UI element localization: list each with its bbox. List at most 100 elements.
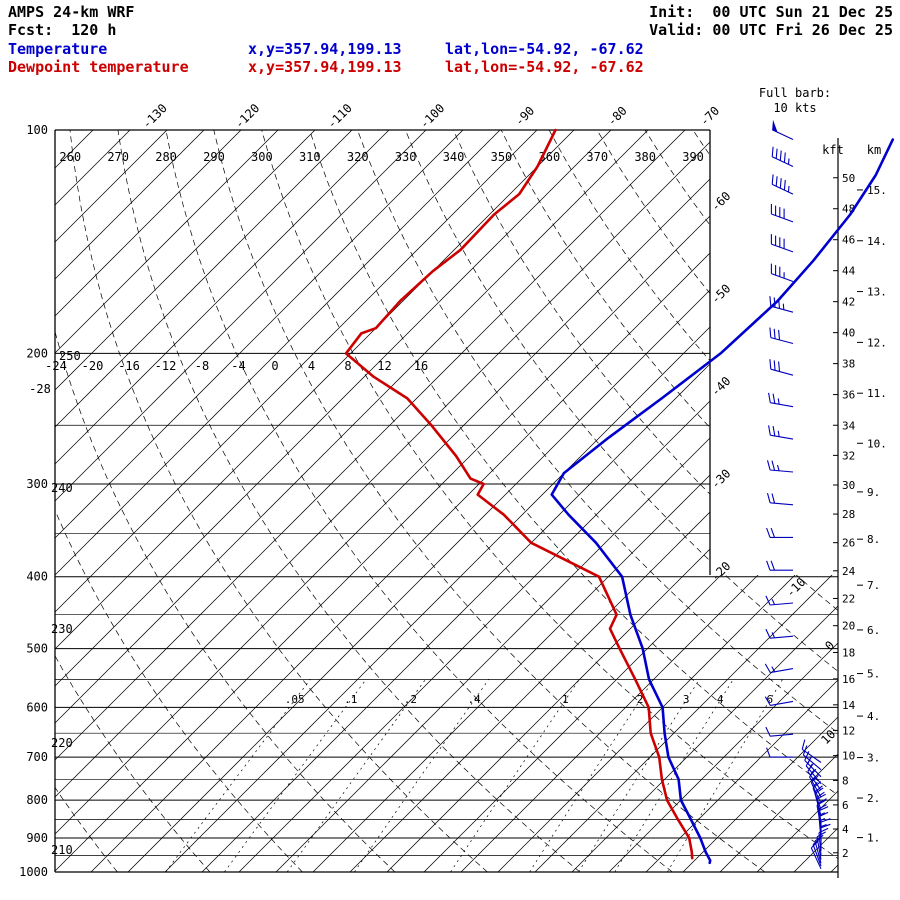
isotherm-label-right: -40 [708,374,733,399]
temperature-xy: x,y=357.94,199.13 [248,40,402,58]
isotherm-label-200: -28 [29,382,51,396]
isotherm-lines [55,130,838,872]
mixing-ratio-label: 6 [767,693,774,706]
wind-barb [770,204,794,223]
km-tick-label: 2. [867,792,880,805]
wind-barb [812,837,822,867]
kft-tick-label: 40 [842,327,855,340]
dewpoint-xy: x,y=357.94,199.13 [248,58,402,76]
barb-legend-line1: Full barb: [759,86,831,100]
wind-barb [771,119,794,140]
pressure-label: 600 [26,700,48,714]
init-time: Init: 00 UTC Sun 21 Dec 25 [649,3,893,21]
kft-tick-label: 50 [842,172,855,185]
theta-label-top: 280 [155,150,177,164]
wind-barb [771,146,794,167]
pressure-label: 300 [26,477,48,491]
isotherm-label-200: -4 [231,359,245,373]
theta-label-left: 250 [59,349,81,363]
km-tick-label: 7. [867,579,880,592]
height-axis [833,138,863,878]
isotherm-label-200: -8 [195,359,209,373]
theta-label-top: 300 [251,150,273,164]
kft-tick-label: 24 [842,565,856,578]
mixing-ratio-label: 1 [562,693,569,706]
wind-barb [810,840,822,870]
kft-tick-label: 18 [842,646,855,659]
mixing-ratio-label: .1 [344,693,357,706]
kft-axis-header: kft [822,143,844,157]
grid [55,130,838,872]
kft-tick-label: 28 [842,508,855,521]
isotherm-label-200: -20 [82,359,104,373]
km-tick-label: 8. [867,533,880,546]
isotherm-label-200: 16 [414,359,428,373]
theta-label-left: 240 [51,481,73,495]
temperature-latlon: lat,lon=-54.92, -67.62 [445,40,644,58]
theta-label-top: 330 [395,150,417,164]
wind-barb [765,726,794,737]
km-tick-label: 13. [867,286,887,299]
isotherm-label-right: -60 [708,189,733,214]
km-tick-label: 5. [867,668,880,681]
wind-barb [768,392,794,408]
mixing-ratio-label: .05 [285,693,305,706]
wind-barb [766,492,794,506]
kft-tick-label: 30 [842,479,855,492]
theta-label-top: 370 [586,150,608,164]
pressure-label: 1000 [19,865,48,879]
theta-label-top: 380 [634,150,656,164]
km-tick-label: 11. [867,387,887,400]
wind-barb [764,663,794,674]
km-tick-label: 3. [867,752,880,765]
isotherm-label-200: -24 [45,359,67,373]
wind-barb [818,827,829,856]
kft-tick-label: 20 [842,620,855,633]
wind-barb [769,359,794,376]
wind-barb [770,234,794,253]
km-axis-header: km [867,143,881,157]
wind-barb [820,818,831,846]
kft-tick-label: 4 [842,823,849,836]
theta-label-top: 390 [682,150,704,164]
km-tick-label: 15. [867,184,887,197]
theta-label-top: 350 [491,150,513,164]
pressure-label: 900 [26,831,48,845]
pressure-label: 800 [26,793,48,807]
kft-tick-label: 36 [842,389,855,402]
kft-tick-label: 16 [842,673,855,686]
pressure-label: 100 [26,123,48,137]
dewpoint-curve [344,128,694,860]
kft-tick-label: 34 [842,419,856,432]
valid-time: Valid: 00 UTC Fri 26 Dec 25 [649,21,893,39]
isotherm-label-200: -16 [118,359,140,373]
kft-tick-label: 14 [842,699,856,712]
isotherm-label-right: -10 [783,575,808,600]
isotherm-label-200: 0 [271,359,278,373]
wind-barb [766,527,793,538]
isotherm-label-top: -90 [512,104,537,129]
isotherm-label-200: 8 [344,359,351,373]
km-tick-label: 12. [867,336,887,349]
km-tick-label: 14. [867,235,887,248]
isotherm-label-200: 4 [308,359,315,373]
kft-tick-label: 26 [842,537,855,550]
isotherm-label-top: -120 [232,101,262,131]
theta-label-top: 320 [347,150,369,164]
model-title: AMPS 24-km WRF [8,3,135,21]
isotherm-label-right: -30 [708,466,733,491]
kft-tick-label: 44 [842,265,856,278]
dewpoint-legend-label: Dewpoint temperature [8,58,189,76]
km-tick-label: 1. [867,832,880,845]
theta-label-left: 210 [51,843,73,857]
wind-barb [765,628,794,639]
kft-tick-label: 10 [842,750,855,763]
isotherm-label-right: -50 [708,281,733,306]
theta-label-left: 230 [51,622,73,636]
km-tick-label: 9. [867,486,880,499]
kft-tick-label: 2 [842,847,849,860]
wind-barb [765,595,794,606]
barb-legend-line2: 10 kts [773,101,816,115]
wind-barb [768,425,794,440]
